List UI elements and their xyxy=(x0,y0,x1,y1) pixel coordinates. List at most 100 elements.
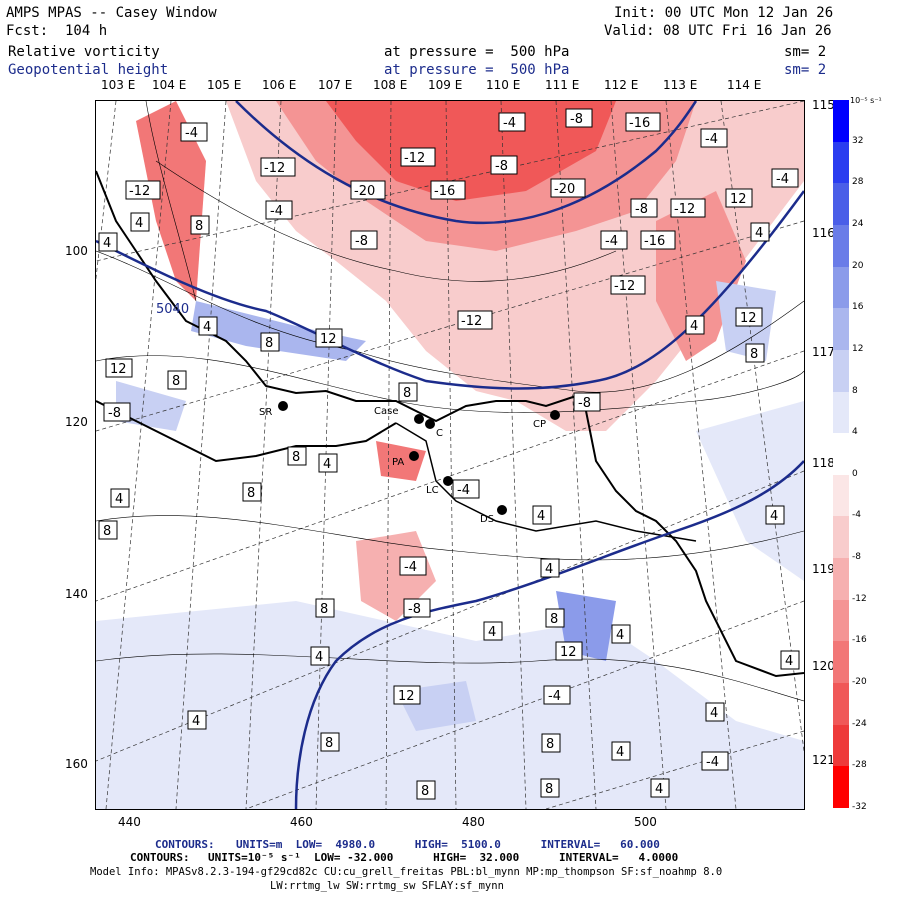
label-box: 4 xyxy=(750,222,770,242)
svg-text:8: 8 xyxy=(545,782,553,797)
svg-text:-8: -8 xyxy=(570,112,583,127)
colorbar-segment xyxy=(833,766,849,809)
colorbar-units: 10⁻⁵ s⁻¹ xyxy=(850,96,882,105)
lon-label: 114 E xyxy=(727,78,762,92)
svg-text:-8: -8 xyxy=(108,406,121,421)
colorbar-segment xyxy=(833,224,849,268)
label-box: 8 xyxy=(287,446,307,466)
lon-label: 110 E xyxy=(486,78,521,92)
svg-text:8: 8 xyxy=(320,602,328,617)
label-box: 8 xyxy=(416,780,436,800)
colorbar-tick: 20 xyxy=(852,260,864,271)
colorbar-tick: -32 xyxy=(852,802,867,812)
label-box: -16 xyxy=(430,180,466,200)
label-box: -4 xyxy=(399,556,427,576)
x-tick: 480 xyxy=(462,815,485,829)
height-contours-info: UNITS=m LOW= 4980.0 HIGH= 5100.0 INTERVA… xyxy=(236,838,660,851)
forecast-hour: Fcst: 104 h xyxy=(6,23,108,39)
station-label: LC xyxy=(426,485,439,496)
label-box: -20 xyxy=(350,180,386,200)
label-box: 4 xyxy=(611,624,631,644)
label-box: -8 xyxy=(103,402,131,422)
lon-label: 111 E xyxy=(545,78,580,92)
svg-text:4: 4 xyxy=(103,236,111,251)
label-box: 12 xyxy=(735,307,763,327)
label-box: 12 xyxy=(315,328,343,348)
colorbar-segment xyxy=(833,433,849,476)
label-box: -4 xyxy=(498,112,526,132)
svg-text:4: 4 xyxy=(616,745,624,760)
station-label: SR xyxy=(259,407,272,418)
label-box: 8 xyxy=(98,520,118,540)
label-box: -4 xyxy=(700,128,728,148)
label-box: 4 xyxy=(198,316,218,336)
station-dot xyxy=(443,476,453,486)
model-info-2: LW:rrtmg_lw SW:rrtmg_sw SFLAY:sf_mynn xyxy=(270,880,504,892)
label-box: -20 xyxy=(550,178,586,198)
svg-text:4: 4 xyxy=(135,216,143,231)
x-tick: 440 xyxy=(118,815,141,829)
colorbar-segment xyxy=(833,308,849,351)
svg-text:12: 12 xyxy=(740,311,757,326)
svg-text:-12: -12 xyxy=(404,151,425,166)
svg-text:-4: -4 xyxy=(185,126,198,141)
vorticity-contours-label: CONTOURS: xyxy=(130,851,190,864)
label-box: 8 xyxy=(260,332,280,352)
colorbar-tick: -12 xyxy=(852,593,867,604)
label-box: -16 xyxy=(640,230,676,250)
colorbar-tick: 16 xyxy=(852,302,864,313)
coastline xyxy=(96,170,804,678)
svg-text:12: 12 xyxy=(560,645,577,660)
station-label: PA xyxy=(392,457,404,468)
label-box: -12 xyxy=(670,198,706,218)
label-box: -8 xyxy=(565,108,593,128)
station-label: C xyxy=(436,428,443,439)
colorbar-segment xyxy=(833,100,849,143)
svg-text:-4: -4 xyxy=(270,204,283,219)
station-markers: SR Case C PA LC DS CP xyxy=(259,401,560,525)
colorbar-tick: 28 xyxy=(852,177,864,188)
init-time: Init: 00 UTC Mon 12 Jan 26 xyxy=(614,5,834,21)
svg-text:-8: -8 xyxy=(635,202,648,217)
label-box: -12 xyxy=(457,310,493,330)
vorticity-contours-info: UNITS=10⁻⁵ s⁻¹ LOW= -32.000 HIGH= 32.000… xyxy=(208,851,679,864)
svg-text:12: 12 xyxy=(398,689,415,704)
colorbar-tick: 12 xyxy=(852,343,864,354)
label-box: 4 xyxy=(310,646,330,666)
map-title: AMPS MPAS -- Casey Window xyxy=(6,5,217,21)
coastline xyxy=(96,400,397,463)
svg-text:4: 4 xyxy=(545,562,553,577)
label-box: -4 xyxy=(452,479,480,499)
colorbar-tick: -4 xyxy=(852,510,861,521)
valid-time: Valid: 08 UTC Fri 16 Jan 26 xyxy=(604,23,832,39)
label-box: -8 xyxy=(350,230,378,250)
negative-vorticity-peak xyxy=(326,101,616,201)
label-box: 4 xyxy=(98,232,118,252)
station-dot xyxy=(278,401,288,411)
y-tick: 100 xyxy=(65,244,88,258)
svg-text:-4: -4 xyxy=(457,483,470,498)
svg-text:-4: -4 xyxy=(605,234,618,249)
colorbar-tick: -20 xyxy=(852,677,867,688)
svg-text:4: 4 xyxy=(115,492,123,507)
label-box: -4 xyxy=(771,168,799,188)
svg-text:8: 8 xyxy=(103,524,111,539)
label-box: 4 xyxy=(483,621,503,641)
height-contour-south xyxy=(294,460,804,809)
lon-label: 103 E xyxy=(101,78,136,92)
svg-text:8: 8 xyxy=(292,450,300,465)
label-box: -12 xyxy=(400,147,436,167)
colorbar-tick: 24 xyxy=(852,218,864,229)
colorbar-segment xyxy=(833,724,849,767)
colorbar xyxy=(833,100,849,809)
height-contour-5040 xyxy=(96,190,804,390)
label-box: 4 xyxy=(650,778,670,798)
svg-text:-16: -16 xyxy=(434,184,455,199)
svg-text:-16: -16 xyxy=(629,116,650,131)
height-contours-label: CONTOURS: xyxy=(155,838,215,851)
negative-vorticity-west xyxy=(136,101,206,301)
label-box: 4 xyxy=(611,741,631,761)
colorbar-segment xyxy=(833,141,849,184)
svg-text:12: 12 xyxy=(730,192,747,207)
graticule xyxy=(96,101,804,809)
